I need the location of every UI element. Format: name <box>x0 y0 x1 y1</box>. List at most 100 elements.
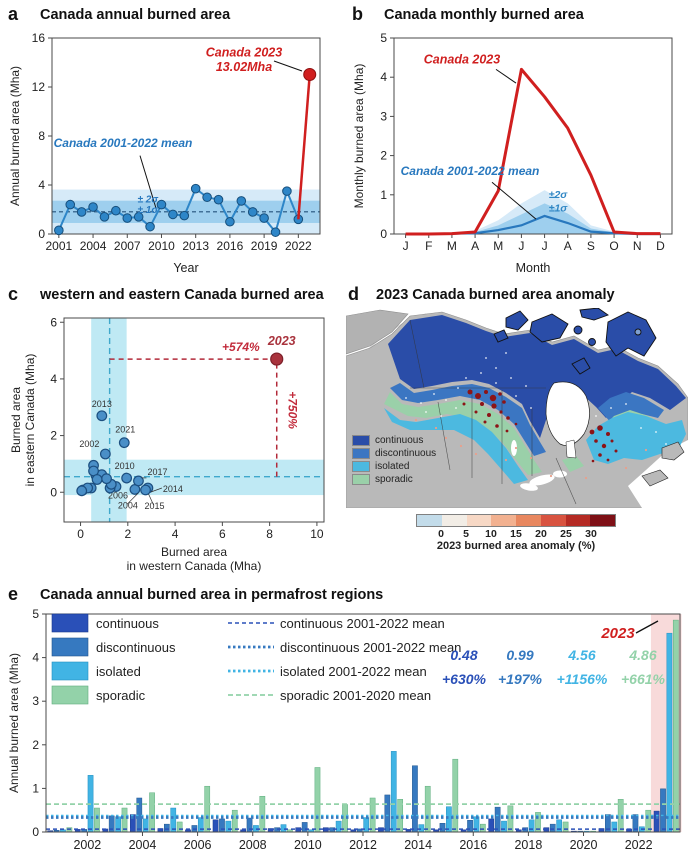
discontinuous-label: discontinuous <box>375 448 437 459</box>
svg-text:2015: 2015 <box>145 501 165 511</box>
svg-text:2: 2 <box>380 149 387 163</box>
svg-text:2021: 2021 <box>115 425 135 435</box>
panel-e-letter: e <box>8 584 19 604</box>
anomaly-cluster-west <box>462 389 518 433</box>
svg-text:0: 0 <box>380 227 387 241</box>
svg-text:2016: 2016 <box>217 239 244 253</box>
svg-text:0: 0 <box>32 825 39 839</box>
annotation-mean: Canada 2001-2022 mean <box>401 164 540 178</box>
line-2023 <box>405 67 661 236</box>
x-axis-label: Month <box>516 261 551 275</box>
colorbar-segment <box>441 515 467 526</box>
panel-d-letter: d <box>348 284 359 304</box>
panel-b-header: b Canada monthly burned area <box>350 4 688 28</box>
colorbar-segment <box>491 515 516 526</box>
svg-text:2004: 2004 <box>118 500 138 510</box>
panel-c-letter: c <box>8 284 19 304</box>
svg-text:2019: 2019 <box>251 239 278 253</box>
svg-text:5: 5 <box>380 31 387 45</box>
map-legend: continuous discontinuous isolated sporadic <box>352 434 436 486</box>
colorbar-segment <box>590 515 615 526</box>
panel-c-header: c western and eastern Canada burned area <box>6 284 342 308</box>
legend-isolated: isolated <box>96 664 141 679</box>
svg-text:8: 8 <box>266 527 273 541</box>
svg-text:2022: 2022 <box>625 838 653 852</box>
annual-burned-area-chart: 0 4 8 12 16 2001 2004 2007 2010 2013 2016 2019 2022 Y… <box>8 31 321 275</box>
map-legend-item-isolated: isolated <box>352 460 436 473</box>
map-legend-item-continuous: continuous <box>352 434 436 447</box>
alaska <box>345 309 409 355</box>
svg-text:O: O <box>609 239 618 253</box>
panel-e-title: Canada annual burned area in permafrost … <box>40 587 384 603</box>
annotation-2023: 2023 <box>600 625 635 642</box>
svg-text:2006: 2006 <box>184 838 212 852</box>
annotation-1sigma: ± 1σ <box>138 205 159 216</box>
svg-text:6: 6 <box>219 527 226 541</box>
svg-text:2004: 2004 <box>80 239 107 253</box>
svg-text:2: 2 <box>124 527 131 541</box>
reference-2023 <box>109 358 278 477</box>
map-legend-item-discontinuous: discontinuous <box>352 447 436 460</box>
annotation-canada-2023: Canada 2023 <box>424 52 500 66</box>
svg-text:2010: 2010 <box>148 239 175 253</box>
legend-continuous: continuous <box>96 616 159 631</box>
svg-text:2002: 2002 <box>79 439 99 449</box>
stats-2023: 0.48 0.99 4.56 4.86 +630% +197% +1156% +661% 202… <box>442 620 666 687</box>
newfoundland <box>661 441 685 461</box>
svg-text:1: 1 <box>380 188 387 202</box>
legend: continuous continuous 2001-2022 mean disco… <box>51 613 461 705</box>
nova-scotia <box>641 469 669 487</box>
svg-text:4: 4 <box>172 527 179 541</box>
isolated-swatch <box>352 461 370 472</box>
stat-value-discontinuous: 0.99 <box>506 647 533 663</box>
colorbar-tick: 30 <box>585 528 597 540</box>
svg-text:4: 4 <box>32 651 39 665</box>
annotations: Canada 2023 Canada 2001-2022 mean ±2σ±1σ <box>401 52 569 220</box>
annotation-574: +574% <box>222 340 260 354</box>
annotation-mean: Canada 2001-2022 mean <box>54 136 193 150</box>
mean-lines <box>46 803 680 830</box>
svg-text:8: 8 <box>38 129 45 143</box>
svg-text:3: 3 <box>32 694 39 708</box>
svg-text:4: 4 <box>380 70 387 84</box>
colorbar-segment <box>466 515 492 526</box>
colorbar-tick: 10 <box>485 528 497 540</box>
stat-value-isolated: 4.56 <box>567 647 595 663</box>
svg-text:J: J <box>542 239 548 253</box>
stat-pct-isolated: +1156% <box>557 671 608 687</box>
y-axis-label: Annual burned area (Mha) <box>7 653 21 793</box>
province-borders <box>409 319 577 505</box>
svg-text:2002: 2002 <box>73 838 101 852</box>
svg-text:2013: 2013 <box>92 399 112 409</box>
y-axis-label-2: in eastern Canada (Mha) <box>23 354 37 487</box>
svg-text:1: 1 <box>32 781 39 795</box>
annotation-2sigma: ± 2σ <box>138 195 159 206</box>
anomaly-colorbar: 0 5 10 15 20 25 30 2023 burned area anomaly (%… <box>416 514 616 552</box>
svg-text:2018: 2018 <box>514 838 542 852</box>
svg-text:A: A <box>564 239 572 253</box>
point-2023 <box>270 352 284 366</box>
svg-text:M: M <box>493 239 503 253</box>
x-axis-label-1: Burned area <box>161 545 227 559</box>
svg-text:12: 12 <box>32 80 46 94</box>
stat-pct-discontinuous: +197% <box>498 671 543 687</box>
y-axis-label: Monthly burned area (Mha) <box>352 64 366 209</box>
canada-map-container: continuous discontinuous isolated sporadic <box>345 307 689 509</box>
stat-pct-continuous: +630% <box>442 671 487 687</box>
sporadic-swatch <box>352 474 370 485</box>
svg-text:10: 10 <box>310 527 324 541</box>
annual-series <box>54 183 304 237</box>
panel-d-title: 2023 Canada burned area anomaly <box>376 287 615 303</box>
annotation-2sigma: ±2σ <box>549 189 569 201</box>
colorbar-tick: 20 <box>535 528 547 540</box>
sporadic-label: sporadic <box>375 474 413 485</box>
colorbar-segment <box>565 515 591 526</box>
x-axis-label: Year <box>173 261 198 275</box>
legend-continuous-mean: continuous 2001-2022 mean <box>280 616 445 631</box>
